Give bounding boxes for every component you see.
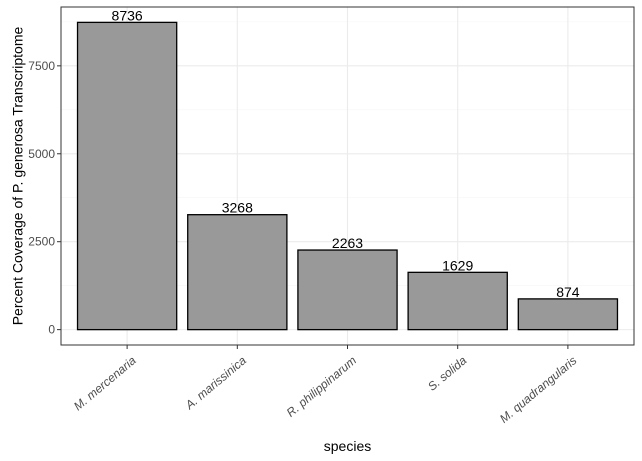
bar	[187, 214, 288, 331]
bars	[76, 21, 619, 331]
bar-data-label: 2263	[332, 235, 363, 251]
bar	[76, 21, 178, 331]
bar-data-label: 1629	[442, 257, 473, 273]
y-axis: 0 2500 5000 7500	[28, 59, 61, 337]
bar-data-label: 8736	[112, 7, 143, 23]
y-tick-label: 0	[48, 323, 55, 337]
y-tick-label: 7500	[28, 59, 55, 73]
y-axis-title: Percent Coverage of P. generosa Transcri…	[10, 27, 26, 326]
y-tick-label: 5000	[28, 147, 55, 161]
bar	[517, 298, 619, 331]
x-axis-title: species	[324, 438, 371, 454]
bar	[407, 271, 508, 331]
data-labels: 8736 3268 2263 1629 874	[112, 7, 580, 300]
bar-data-label: 3268	[222, 200, 253, 216]
bar-data-label: 874	[556, 284, 580, 300]
bar	[297, 249, 398, 331]
y-tick-label: 2500	[28, 235, 55, 249]
